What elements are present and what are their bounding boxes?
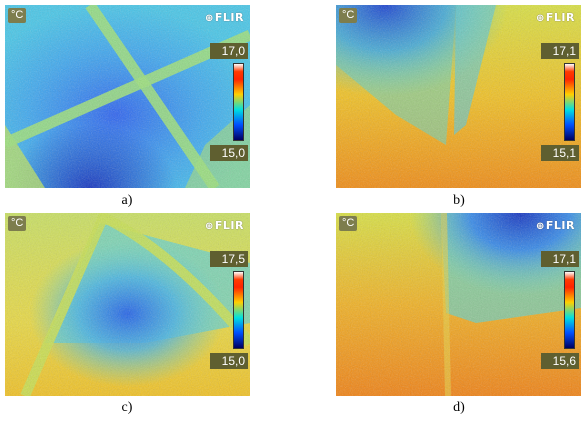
flir-mark-icon: ⊕ — [205, 221, 214, 232]
max-temp-label: 17,1 — [541, 251, 579, 267]
min-temp-label: 15,0 — [210, 353, 248, 369]
unit-label: °C — [339, 8, 358, 23]
caption-b: b) — [453, 193, 465, 208]
min-temp-label: 15,0 — [210, 145, 248, 161]
min-temp-label: 15,6 — [541, 353, 579, 369]
flir-logo: ⊕FLIR — [205, 11, 244, 24]
thermal-image-d: °C ⊕FLIR 17,1 15,6 — [336, 213, 581, 396]
caption-c: c) — [121, 400, 133, 415]
color-scale-bar — [233, 63, 244, 141]
unit-label: °C — [339, 216, 358, 231]
unit-label: °C — [8, 8, 27, 23]
flir-mark-icon: ⊕ — [536, 13, 545, 24]
color-scale-bar — [564, 271, 575, 349]
flir-logo: ⊕FLIR — [536, 219, 575, 232]
flir-logo-text: FLIR — [214, 219, 244, 232]
flir-logo-text: FLIR — [545, 11, 575, 24]
flir-mark-icon: ⊕ — [205, 13, 214, 24]
min-temp-label: 15,1 — [541, 145, 579, 161]
max-temp-label: 17,0 — [210, 43, 248, 59]
thermal-image-b: °C ⊕FLIR 17,1 15,1 — [336, 5, 581, 188]
color-scale-bar — [564, 63, 575, 141]
thermal-image-c: °C ⊕FLIR 17,5 15,0 — [5, 213, 250, 396]
unit-label: °C — [8, 216, 27, 231]
color-scale-bar — [233, 271, 244, 349]
flir-logo: ⊕FLIR — [536, 11, 575, 24]
max-temp-label: 17,1 — [541, 43, 579, 59]
caption-d: d) — [453, 400, 465, 415]
flir-logo-text: FLIR — [214, 11, 244, 24]
flir-logo: ⊕FLIR — [205, 219, 244, 232]
thermal-image-a: °C ⊕FLIR 17,0 15,0 — [5, 5, 250, 188]
flir-logo-text: FLIR — [545, 219, 575, 232]
max-temp-label: 17,5 — [210, 251, 248, 267]
flir-mark-icon: ⊕ — [536, 221, 545, 232]
caption-a: a) — [121, 193, 133, 208]
